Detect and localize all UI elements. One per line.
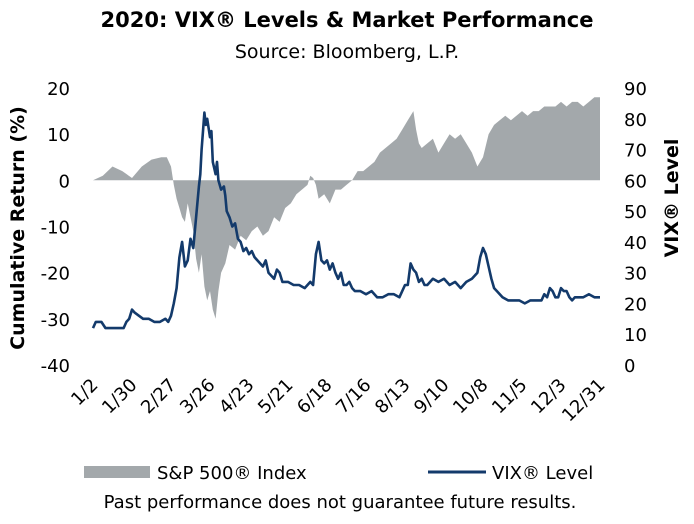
series-line-vix xyxy=(91,111,600,330)
legend: S&P 500® Index VIX® Level xyxy=(84,463,593,484)
x-tick-label: 8/13 xyxy=(371,375,414,418)
footnote: Past performance does not guarantee futu… xyxy=(104,492,577,513)
y-left-tick-label: 10 xyxy=(47,125,70,146)
chart-subtitle: Source: Bloomberg, L.P. xyxy=(235,41,459,63)
y-right-tick-label: 10 xyxy=(624,325,647,346)
x-tick-label: 1/30 xyxy=(98,375,141,418)
x-tick-label: 9/10 xyxy=(410,375,453,418)
y-left-tick-label: 0 xyxy=(59,171,70,192)
y-axis-left-label: Cumulative Return (%) xyxy=(7,106,29,350)
legend-label-vix: VIX® Level xyxy=(492,463,593,484)
x-tick-label: 12/31 xyxy=(558,375,610,427)
x-tick-label: 4/23 xyxy=(215,375,258,418)
y-right-tick-label: 80 xyxy=(624,110,647,131)
x-tick-label: 3/26 xyxy=(176,375,219,418)
x-tick-label: 7/16 xyxy=(332,375,375,418)
y-left-tick-label: -30 xyxy=(41,310,70,331)
y-right-tick-label: 20 xyxy=(624,294,647,315)
legend-label-sp500: S&P 500® Index xyxy=(157,463,307,484)
y-right-tick-label: 0 xyxy=(624,356,635,377)
x-tick-label: 1/2 xyxy=(67,375,102,410)
y-right-tick-label: 90 xyxy=(624,79,647,100)
y-axis-left: 20 10 0 -10 -20 -30 -40 xyxy=(41,79,70,377)
plot-area xyxy=(91,97,600,330)
y-right-tick-label: 70 xyxy=(624,141,647,162)
x-tick-label: 2/27 xyxy=(137,375,180,418)
y-right-tick-label: 50 xyxy=(624,202,647,223)
x-tick-label: 10/8 xyxy=(449,375,492,418)
y-left-tick-label: -10 xyxy=(41,218,70,239)
x-tick-label: 5/21 xyxy=(254,375,297,418)
y-right-tick-label: 60 xyxy=(624,171,647,192)
legend-swatch-sp500 xyxy=(84,466,150,478)
series-area-sp500 xyxy=(93,97,600,319)
y-right-tick-label: 30 xyxy=(624,264,647,285)
y-left-tick-label: -40 xyxy=(41,356,70,377)
y-left-tick-label: 20 xyxy=(47,79,70,100)
y-right-tick-label: 40 xyxy=(624,233,647,254)
y-left-tick-label: -20 xyxy=(41,264,70,285)
x-axis: 1/21/302/273/264/235/216/187/168/139/101… xyxy=(67,375,609,427)
y-axis-right-label: VIX® Level xyxy=(661,139,683,258)
x-tick-label: 11/5 xyxy=(488,375,531,418)
chart-title: 2020: VIX® Levels & Market Performance xyxy=(101,8,594,32)
y-axis-right: 90 80 70 60 50 40 30 20 10 0 xyxy=(624,79,647,377)
x-tick-label: 6/18 xyxy=(293,375,336,418)
